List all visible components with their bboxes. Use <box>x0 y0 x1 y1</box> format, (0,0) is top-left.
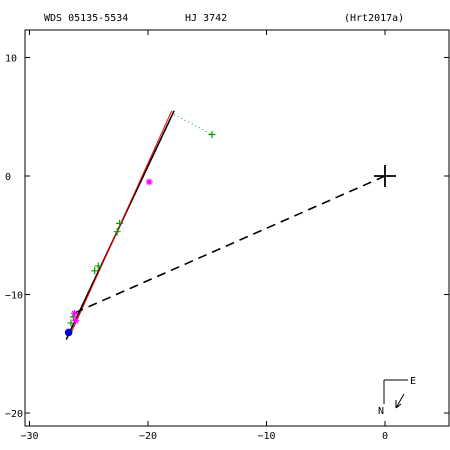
observation-star-point <box>71 309 79 317</box>
observation-star-point <box>145 178 153 186</box>
y-tick-label: 0 <box>5 172 11 183</box>
observation-plus-point <box>94 262 102 270</box>
x-tick-label: −10 <box>257 431 275 442</box>
line-of-nodes <box>73 175 386 315</box>
header-orbit-ref: (Hrt2017a) <box>344 13 404 24</box>
observation-plus-point <box>208 131 216 139</box>
observation-plus-point <box>116 219 124 227</box>
observation-plus-point <box>113 228 121 236</box>
axis-tick-labels: −30 −20 −10 0 10 0 −10 −20 <box>5 54 388 443</box>
observation-star-point <box>72 317 80 325</box>
observation-layer <box>64 131 396 337</box>
compass-north-label: N <box>378 406 384 417</box>
compass: N E <box>378 376 416 417</box>
x-tick-label: −30 <box>20 431 38 442</box>
compass-east-label: E <box>410 376 416 387</box>
primary-star-marker <box>374 165 396 187</box>
plot-border <box>24 29 450 427</box>
x-tick-label: 0 <box>382 431 388 442</box>
y-tick-label: −20 <box>5 409 23 420</box>
axis-ticks <box>25 30 449 426</box>
observation-dot-point <box>64 328 73 337</box>
header-discoverer: HJ 3742 <box>185 13 227 24</box>
y-tick-label: −10 <box>5 291 23 302</box>
header-wds-id: WDS 05135-5534 <box>44 13 128 24</box>
x-tick-label: −20 <box>139 431 157 442</box>
y-tick-label: 10 <box>5 54 17 65</box>
compass-motion-arrow-icon <box>395 393 405 409</box>
observation-plus-point <box>91 267 99 275</box>
plot-frame <box>24 29 450 427</box>
